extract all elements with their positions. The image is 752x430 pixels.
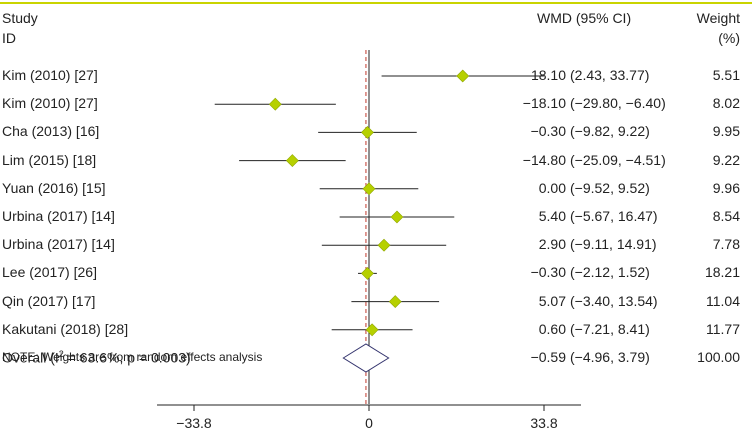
x-axis-tick-label: 33.8 [530, 415, 557, 430]
study-label: Kakutani (2018) [28] [2, 320, 129, 337]
study-label: Urbina (2017) [14] [2, 236, 115, 253]
study-label: Lee (2017) [26] [2, 264, 97, 281]
study-wmd: −18.10 [522, 95, 566, 112]
study-ci: (−3.40, 13.54) [570, 292, 658, 309]
study-point-marker [388, 295, 402, 309]
study-point-marker [268, 97, 282, 111]
study-label: Kim (2010) [27] [2, 95, 98, 112]
overall-ci: (−4.96, 3.79) [570, 349, 650, 365]
study-wmd: −0.30 [530, 123, 566, 140]
study-wmd: 0.00 [538, 179, 566, 196]
weights-note: NOTE: Weights are from random effects an… [2, 350, 263, 364]
top-rule [0, 2, 752, 4]
study-wmd: 5.07 [538, 292, 566, 309]
study-label: Kim (2010) [27] [2, 67, 98, 83]
study-ci: (−25.09, −4.51) [570, 151, 666, 168]
study-weight: 9.22 [712, 151, 740, 168]
study-ci: (−29.80, −6.40) [570, 95, 666, 112]
study-label: Urbina (2017) [14] [2, 208, 115, 224]
study-ci: (−2.12, 1.52) [570, 264, 650, 281]
header-weight: Weight (%) [697, 8, 740, 48]
study-ci: (−7.21, 8.41) [570, 320, 650, 337]
overall-label-prefix: Overall (I [2, 349, 59, 366]
header-study-line1: Study [2, 10, 38, 26]
study-wmd: 18.10 [530, 67, 566, 83]
study-ci: (−9.11, 14.91) [570, 236, 657, 253]
study-point-marker [285, 154, 299, 168]
x-axis-tick-label: −33.8 [176, 415, 212, 430]
study-point-marker [361, 266, 374, 280]
study-weight: 11.77 [706, 320, 740, 337]
study-ci: (−5.67, 16.47) [570, 208, 658, 224]
study-point-marker [362, 182, 376, 196]
x-axis-tick-label: 0 [365, 415, 373, 430]
header-study: Study ID [2, 8, 38, 48]
study-weight: 18.21 [704, 264, 740, 281]
study-ci: (−9.82, 9.22) [570, 123, 650, 140]
overall-weight: 100.00 [697, 349, 740, 365]
study-point-marker [456, 69, 470, 83]
overall-label-superscript: 2 [58, 349, 64, 359]
study-label: Qin (2017) [17] [2, 292, 96, 309]
overall-label: Overall (I2 = 63.6%, p = 0.003) [2, 349, 191, 366]
study-point-marker [361, 125, 374, 139]
study-weight: 8.54 [712, 208, 740, 224]
study-weight: 9.95 [712, 123, 740, 140]
header-weight-line2: (%) [718, 30, 740, 46]
overall-wmd: −0.59 [530, 349, 566, 365]
study-label: Cha (2013) [16] [2, 123, 100, 140]
study-point-marker [377, 238, 391, 252]
header-effect: WMD (95% CI) [537, 10, 632, 26]
header-weight-line1: Weight [696, 10, 740, 26]
overall-diamond [342, 343, 390, 373]
study-point-marker [390, 210, 404, 224]
study-wmd: 2.90 [538, 236, 566, 253]
study-ci: (2.43, 33.77) [570, 67, 650, 83]
study-weight: 11.04 [706, 292, 740, 309]
study-wmd: 5.40 [538, 208, 566, 224]
study-label: Yuan (2016) [15] [2, 179, 106, 196]
overall-label-suffix: = 63.6%, p = 0.003) [63, 349, 191, 366]
study-label: Lim (2015) [18] [2, 151, 97, 168]
study-weight: 7.78 [712, 236, 740, 253]
header-study-line2: ID [2, 30, 16, 46]
study-weight: 5.51 [712, 67, 740, 83]
study-weight: 9.96 [712, 179, 740, 196]
study-wmd: −14.80 [522, 151, 566, 168]
study-weight: 8.02 [712, 95, 740, 112]
study-wmd: −0.30 [530, 264, 566, 281]
study-wmd: 0.60 [538, 320, 566, 337]
study-point-marker [365, 323, 379, 337]
study-ci: (−9.52, 9.52) [570, 179, 650, 196]
